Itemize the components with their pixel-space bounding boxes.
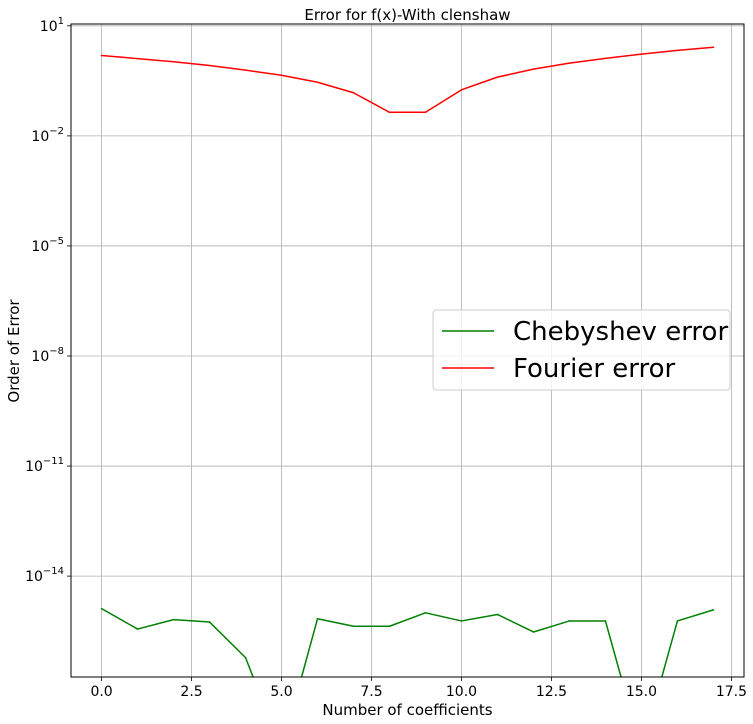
data-point-chebyshev [496,613,499,616]
data-point-fourier [640,53,643,55]
data-point-fourier [316,81,319,84]
x-tick-label: 5.0 [270,684,292,700]
data-point-chebyshev [676,620,679,622]
x-tick-label: 10.0 [446,684,477,700]
y-tick-label: 10−11 [25,456,64,475]
data-point-chebyshev [100,607,103,610]
y-tick-label: 10−8 [31,346,64,365]
y-tick-label: 10−2 [31,126,64,145]
data-point-chebyshev [352,625,355,628]
data-point-chebyshev [316,617,319,620]
data-point-chebyshev [244,656,247,659]
x-axis: 0.0 2.5 5.0 7.5 10.0 12.5 15.0 17.5 [90,677,747,700]
data-point-chebyshev [208,621,211,623]
data-point-fourier [244,69,247,71]
x-tick-label: 0.0 [90,684,112,700]
data-point-fourier [388,111,391,114]
y-tick-label: 10−5 [31,236,64,255]
y-tick-label: 101 [40,16,64,35]
data-point-chebyshev [460,620,463,622]
legend-frame [432,309,731,391]
x-tick-label: 2.5 [180,684,202,700]
data-point-fourier [172,60,175,63]
data-point-chebyshev [136,628,139,630]
data-point-fourier [460,89,463,91]
y-axis-label: Order of Error [5,299,23,403]
data-point-chebyshev [712,609,715,611]
data-point-fourier [712,46,715,49]
x-tick-label: 7.5 [360,684,382,700]
series-line-chebyshev [101,607,714,677]
data-point-chebyshev [424,612,427,614]
y-tick-label: 10−14 [25,566,64,585]
x-axis-label: Number of coefficients [322,701,492,719]
data-point-fourier [208,64,211,67]
legend-label-fourier: Fourier error [513,354,676,384]
x-tick-label: 15.0 [626,684,657,700]
x-tick-label: 12.5 [536,684,567,700]
data-point-fourier [532,68,535,70]
legend-label-chebyshev: Chebyshev error [513,317,728,347]
chart-title: Error for f(x)-With clenshaw [304,6,510,24]
series-layer [100,46,715,677]
data-point-fourier [352,91,355,94]
data-point-fourier [424,111,427,114]
data-point-fourier [676,49,679,52]
data-point-fourier [604,57,607,60]
data-point-fourier [568,62,571,64]
y-axis: 101 10−2 10−5 10−8 10−11 10−14 [25,16,71,585]
data-point-chebyshev [604,620,607,622]
data-point-chebyshev [568,620,571,622]
legend: Chebyshev error Fourier error [432,309,731,391]
data-point-fourier [280,74,283,77]
series-line-fourier [101,46,714,114]
data-point-chebyshev [388,625,391,628]
plot-frame [70,23,745,678]
data-point-chebyshev [172,618,175,621]
data-point-chebyshev [532,631,535,633]
data-point-fourier [136,57,139,60]
grid [71,24,744,677]
data-point-fourier [496,76,499,78]
x-tick-label: 17.5 [716,684,747,700]
data-point-fourier [100,54,103,57]
